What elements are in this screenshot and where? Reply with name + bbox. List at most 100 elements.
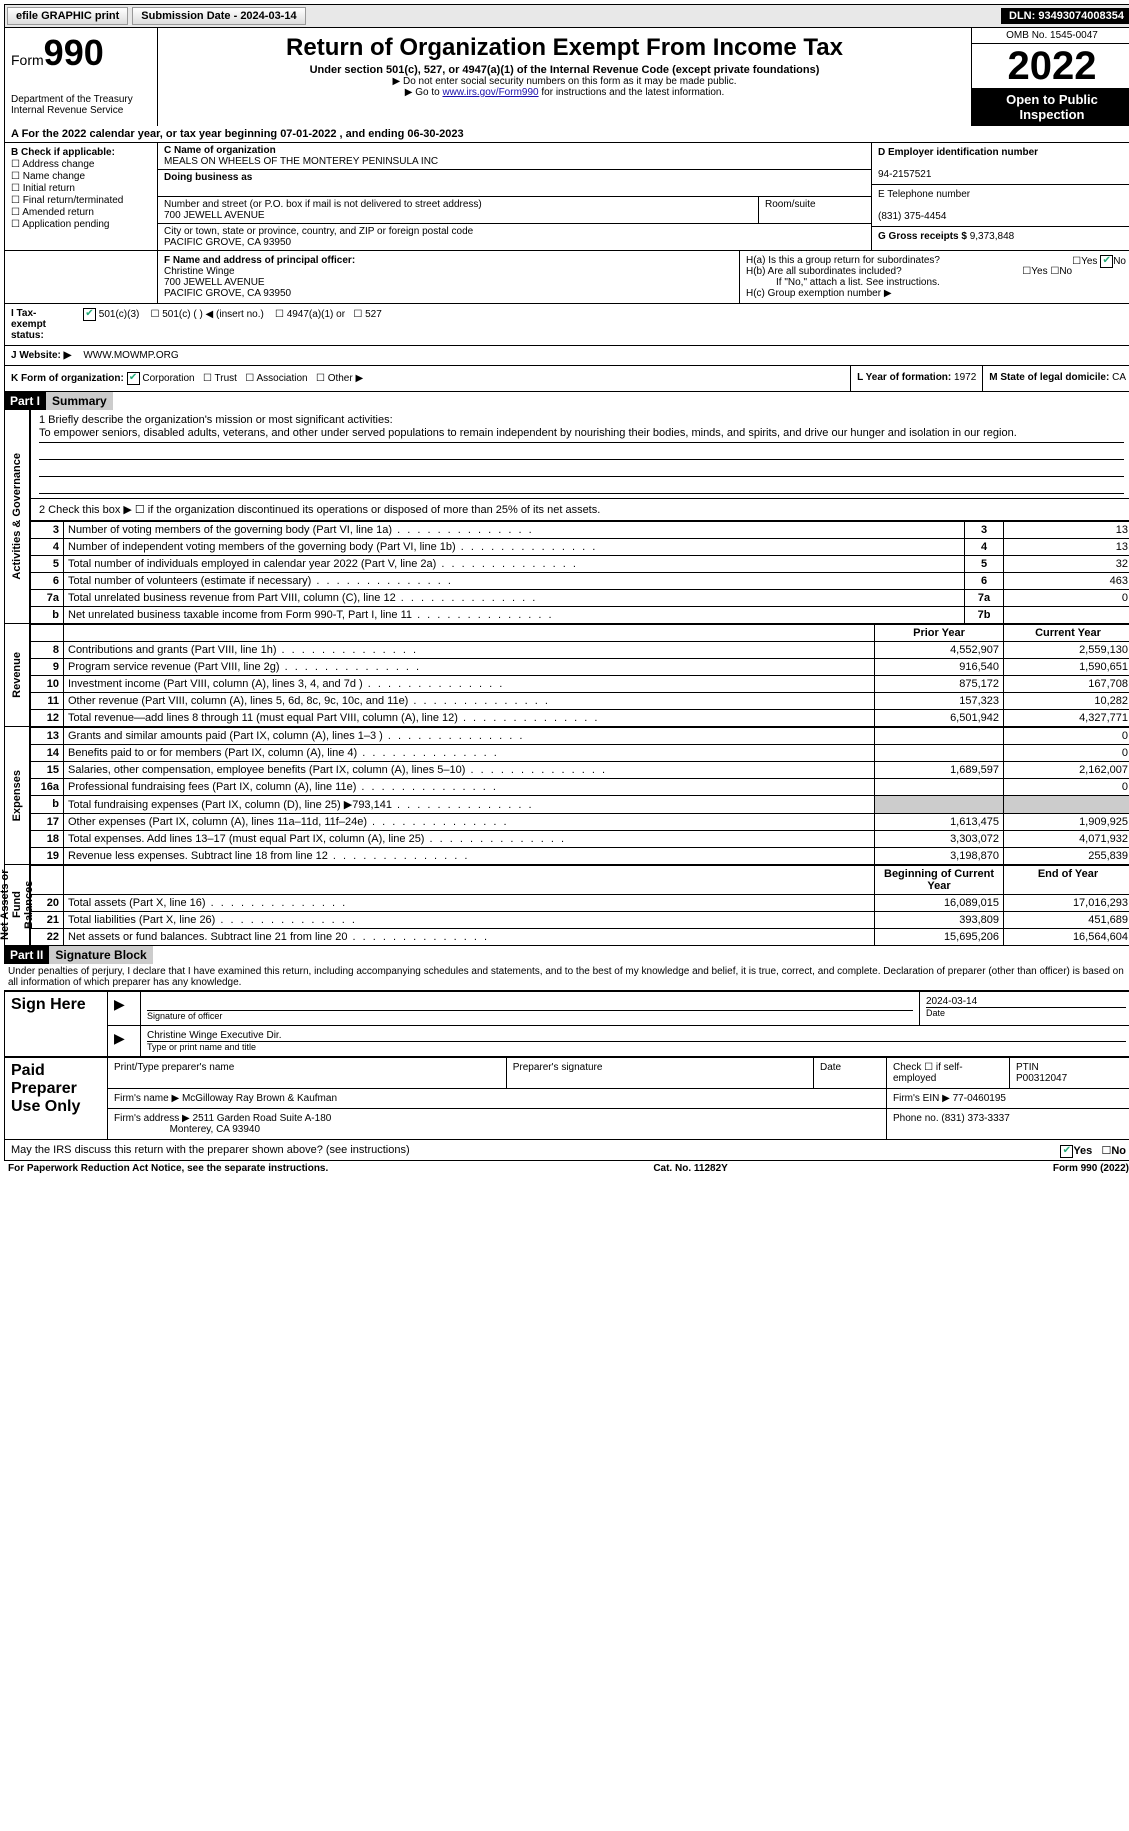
table-row: 16aProfessional fundraising fees (Part I… xyxy=(31,779,1129,796)
table-row: 14Benefits paid to or for members (Part … xyxy=(31,745,1129,762)
omb-number: OMB No. 1545-0047 xyxy=(972,28,1129,44)
table-row: 21Total liabilities (Part X, line 26)393… xyxy=(31,912,1129,929)
vlabel-revenue: Revenue xyxy=(4,624,30,727)
form-label: Form xyxy=(11,52,44,68)
opt-assoc: Association xyxy=(256,373,307,384)
officer-name: Christine Winge xyxy=(164,266,235,277)
hc-label: H(c) Group exemption number ▶ xyxy=(746,288,1126,299)
table-row: 19Revenue less expenses. Subtract line 1… xyxy=(31,848,1129,865)
top-bar: efile GRAPHIC print Submission Date - 20… xyxy=(4,4,1129,28)
footer: For Paperwork Reduction Act Notice, see … xyxy=(4,1161,1129,1176)
discuss-row: May the IRS discuss this return with the… xyxy=(4,1140,1129,1161)
firm-ein-label: Firm's EIN ▶ xyxy=(893,1093,953,1104)
submission-date-button[interactable]: Submission Date - 2024-03-14 xyxy=(132,7,305,25)
form-org-label: K Form of organization: xyxy=(11,373,124,384)
revenue-table: Prior YearCurrent Year8Contributions and… xyxy=(30,624,1129,727)
col-c-org-info: C Name of organization MEALS ON WHEELS O… xyxy=(158,143,871,250)
opt-501c3: 501(c)(3) xyxy=(99,309,140,320)
opt-527: 527 xyxy=(365,309,382,320)
chk-final-return[interactable]: ☐ Final return/terminated xyxy=(11,195,151,206)
discuss-yes-check[interactable] xyxy=(1060,1145,1073,1158)
form-number: Form990 xyxy=(11,32,151,74)
vlabel-expenses: Expenses xyxy=(4,727,30,865)
form-990-number: 990 xyxy=(44,32,104,73)
org-name: MEALS ON WHEELS OF THE MONTEREY PENINSUL… xyxy=(164,156,438,167)
mission-block: 1 Briefly describe the organization's mi… xyxy=(30,410,1129,499)
irs-link[interactable]: www.irs.gov/Form990 xyxy=(442,87,538,98)
sign-here-label: Sign Here xyxy=(5,992,108,1057)
org-address: 700 JEWELL AVENUE xyxy=(164,210,265,221)
principal-officer: F Name and address of principal officer:… xyxy=(158,251,739,303)
chk-amended-return[interactable]: ☐ Amended return xyxy=(11,207,151,218)
chk-corporation[interactable] xyxy=(127,372,140,385)
preparer-sig-label: Preparer's signature xyxy=(506,1058,813,1089)
addr-label: Number and street (or P.O. box if mail i… xyxy=(164,199,482,210)
table-row: 20Total assets (Part X, line 16)16,089,0… xyxy=(31,895,1129,912)
vlabel-netassets: Net Assets or Fund Balances xyxy=(4,865,30,946)
hb-label: H(b) Are all subordinates included? xyxy=(746,266,902,277)
row-klm: K Form of organization: Corporation ☐ Tr… xyxy=(4,366,1129,392)
chk-application-pending[interactable]: ☐ Application pending xyxy=(11,219,151,230)
table-row: 15Salaries, other compensation, employee… xyxy=(31,762,1129,779)
opt-corp: Corporation xyxy=(142,373,194,384)
officer-addr2: PACIFIC GROVE, CA 93950 xyxy=(164,288,291,299)
sig-officer-label: Signature of officer xyxy=(147,1010,913,1021)
col-b-checkboxes: B Check if applicable: ☐ Address change … xyxy=(5,143,158,250)
table-row: 17Other expenses (Part IX, column (A), l… xyxy=(31,814,1129,831)
col-d-ein: D Employer identification number 94-2157… xyxy=(871,143,1129,250)
ha-yes[interactable]: Yes xyxy=(1081,256,1097,267)
table-row: 3Number of voting members of the governi… xyxy=(31,522,1129,539)
state-domicile-label: M State of legal domicile: xyxy=(989,372,1112,383)
efile-print-button[interactable]: efile GRAPHIC print xyxy=(7,7,128,25)
year-formation: 1972 xyxy=(954,372,976,383)
table-row: 12Total revenue—add lines 8 through 11 (… xyxy=(31,710,1129,727)
mission-label: 1 Briefly describe the organization's mi… xyxy=(39,414,1124,426)
footer-left: For Paperwork Reduction Act Notice, see … xyxy=(8,1163,328,1174)
sign-here-table: Sign Here ▶ Signature of officer 2024-03… xyxy=(4,991,1129,1057)
website-value: WWW.MOWMP.ORG xyxy=(77,346,184,365)
row-a-calendar-year: A For the 2022 calendar year, or tax yea… xyxy=(4,126,1129,143)
ha-no-check[interactable] xyxy=(1100,255,1113,268)
firm-addr1: 2511 Garden Road Suite A-180 xyxy=(193,1113,332,1124)
row-j: J Website: ▶ WWW.MOWMP.ORG xyxy=(4,346,1129,366)
website-label: J Website: ▶ xyxy=(5,346,77,365)
ha-label: H(a) Is this a group return for subordin… xyxy=(746,255,940,266)
part1-title: Summary xyxy=(46,392,113,410)
preparer-self-employed: Check ☐ if self-employed xyxy=(887,1058,1010,1089)
goto-note: ▶ Go to www.irs.gov/Form990 for instruct… xyxy=(164,87,965,98)
chk-501c3[interactable] xyxy=(83,308,96,321)
sig-date: 2024-03-14 xyxy=(926,996,1126,1007)
table-row: 5Total number of individuals employed in… xyxy=(31,556,1129,573)
org-city: PACIFIC GROVE, CA 93950 xyxy=(164,237,291,248)
chk-address-change[interactable]: ☐ Address change xyxy=(11,159,151,170)
chk-initial-return[interactable]: ☐ Initial return xyxy=(11,183,151,194)
dba-label: Doing business as xyxy=(164,172,252,183)
table-row: 22Net assets or fund balances. Subtract … xyxy=(31,929,1129,946)
preparer-header: Paid Preparer Use Only xyxy=(5,1058,108,1140)
part2-header-row: Part IISignature Block xyxy=(4,946,1129,964)
table-row: 10Investment income (Part VIII, column (… xyxy=(31,676,1129,693)
governance-table: 3Number of voting members of the governi… xyxy=(30,521,1129,624)
gross-receipts-label: G Gross receipts $ xyxy=(878,231,970,242)
penalties-text: Under penalties of perjury, I declare th… xyxy=(4,964,1129,991)
firm-addr-label: Firm's address ▶ xyxy=(114,1113,193,1124)
part2-badge: Part II xyxy=(4,946,49,964)
open-public-badge: Open to Public Inspection xyxy=(972,88,1129,126)
hb-no[interactable]: No xyxy=(1059,266,1072,277)
firm-name-label: Firm's name ▶ xyxy=(114,1093,182,1104)
discuss-text: May the IRS discuss this return with the… xyxy=(11,1144,410,1156)
dept-treasury: Department of the Treasury Internal Reve… xyxy=(11,94,151,116)
form-title: Return of Organization Exempt From Incom… xyxy=(164,34,965,62)
section-bcd: B Check if applicable: ☐ Address change … xyxy=(4,143,1129,251)
discuss-yes: Yes xyxy=(1073,1145,1092,1157)
expenses-table: 13Grants and similar amounts paid (Part … xyxy=(30,727,1129,865)
table-row: 8Contributions and grants (Part VIII, li… xyxy=(31,642,1129,659)
chk-name-change[interactable]: ☐ Name change xyxy=(11,171,151,182)
hb-yes[interactable]: Yes xyxy=(1031,266,1047,277)
vlabel-governance: Activities & Governance xyxy=(4,410,30,624)
goto-prefix: ▶ Go to xyxy=(405,87,443,98)
city-label: City or town, state or province, country… xyxy=(164,226,473,237)
arrow-icon: ▶ xyxy=(114,996,125,1012)
section-h: H(a) Is this a group return for subordin… xyxy=(739,251,1129,303)
arrow-icon: ▶ xyxy=(114,1030,125,1046)
